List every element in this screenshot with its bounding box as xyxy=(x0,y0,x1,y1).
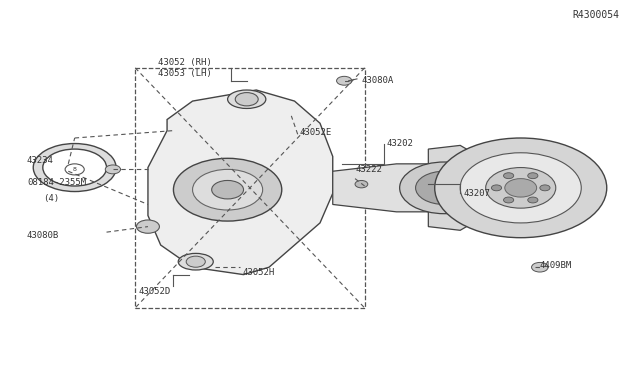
Circle shape xyxy=(212,180,244,199)
Circle shape xyxy=(355,180,368,188)
Circle shape xyxy=(65,164,84,175)
Text: 43234: 43234 xyxy=(27,155,54,165)
Ellipse shape xyxy=(228,90,266,109)
Polygon shape xyxy=(333,164,428,212)
Circle shape xyxy=(186,256,205,267)
Circle shape xyxy=(193,169,262,210)
Circle shape xyxy=(105,165,120,174)
Circle shape xyxy=(399,162,489,214)
Text: 08184-2355M: 08184-2355M xyxy=(27,178,86,187)
Circle shape xyxy=(532,262,548,272)
Text: (4): (4) xyxy=(43,195,59,203)
Circle shape xyxy=(505,179,537,197)
Text: 43052D: 43052D xyxy=(138,287,171,296)
Ellipse shape xyxy=(178,253,213,270)
Circle shape xyxy=(136,220,159,233)
Circle shape xyxy=(236,93,258,106)
Text: 8: 8 xyxy=(73,167,77,172)
Text: 43080A: 43080A xyxy=(362,76,394,85)
Circle shape xyxy=(528,173,538,179)
Text: 43207: 43207 xyxy=(463,189,490,198)
Text: R4300054: R4300054 xyxy=(573,10,620,20)
Circle shape xyxy=(435,138,607,238)
Text: 43053 (LH): 43053 (LH) xyxy=(157,69,211,78)
Circle shape xyxy=(504,173,514,179)
Circle shape xyxy=(492,185,502,191)
Circle shape xyxy=(337,76,352,85)
Circle shape xyxy=(173,158,282,221)
Text: 43052 (RH): 43052 (RH) xyxy=(157,58,211,67)
Text: 43222: 43222 xyxy=(355,165,382,174)
Circle shape xyxy=(415,171,473,205)
Polygon shape xyxy=(428,145,473,230)
Circle shape xyxy=(528,197,538,203)
Text: 43052H: 43052H xyxy=(243,268,275,277)
Circle shape xyxy=(486,167,556,208)
Polygon shape xyxy=(148,90,333,275)
Text: 43080B: 43080B xyxy=(27,231,59,240)
Text: 4409BM: 4409BM xyxy=(540,261,572,270)
Text: 43202: 43202 xyxy=(387,139,414,148)
Circle shape xyxy=(460,153,581,223)
Circle shape xyxy=(504,197,514,203)
Circle shape xyxy=(540,185,550,191)
Text: 43052E: 43052E xyxy=(300,128,332,137)
Bar xyxy=(135,68,365,308)
